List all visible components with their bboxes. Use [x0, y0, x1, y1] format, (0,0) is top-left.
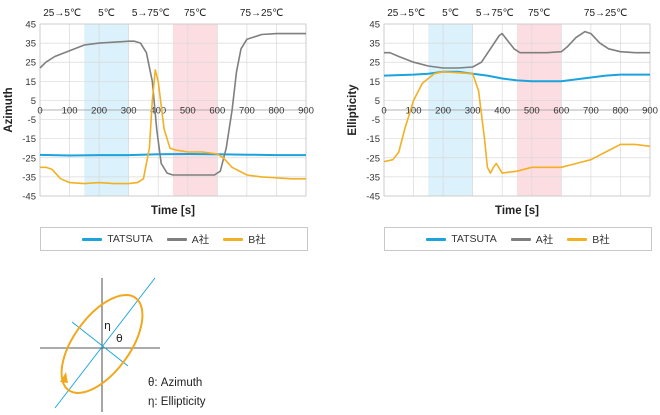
y-tick-label: -25	[22, 153, 36, 164]
legend-item-tatsuta: TATSUTA	[82, 233, 153, 245]
legend-item-b-company: B社	[567, 232, 610, 247]
phase-label: 75℃	[528, 8, 550, 19]
legend-swatch-tatsuta	[426, 237, 447, 241]
y-tick-label: -45	[366, 192, 380, 203]
series-line-b-company	[40, 69, 306, 185]
y-tick-label: -15	[366, 134, 380, 145]
x-axis-title: Time [s]	[495, 205, 539, 217]
y-axis-title: Azimuth	[3, 87, 15, 132]
phase-label: 5℃	[442, 8, 459, 19]
legend-swatch-a-company	[166, 237, 187, 241]
x-tick-label: 800	[269, 106, 285, 117]
y-axis-title: Ellipticity	[347, 84, 359, 136]
y-tick-label: 5	[31, 96, 36, 107]
y-tick-label: 25	[369, 58, 380, 69]
legend-label: A社	[535, 233, 554, 246]
y-tick-label: -35	[366, 172, 380, 183]
polarization-diagram: η θ	[40, 277, 160, 412]
x-tick-label: 900	[642, 106, 658, 117]
y-tick-label: -5	[28, 115, 36, 126]
y-tick-label: -45	[22, 192, 36, 203]
x-tick-label: 400	[150, 106, 166, 117]
x-tick-label: 700	[239, 106, 255, 117]
y-tick-label: 45	[369, 20, 380, 31]
x-tick-label: 300	[121, 106, 137, 117]
legend-swatch-b-company	[567, 237, 588, 241]
y-tick-label: -35	[22, 172, 36, 183]
y-tick-label: 35	[369, 39, 380, 50]
legend-item-b-company: B社	[223, 232, 266, 247]
y-tick-label: -5	[372, 115, 380, 126]
legend-label: A社	[191, 233, 210, 246]
phase-label: 5→75℃	[132, 8, 170, 19]
phase-label: 75→25℃	[240, 8, 283, 19]
x-tick-label: 100	[406, 106, 422, 117]
phase-label: 5→75℃	[476, 8, 514, 19]
legend-item-tatsuta: TATSUTA	[426, 233, 497, 245]
rotation-arrow-icon	[60, 372, 68, 383]
phase-label: 75→25℃	[584, 8, 627, 19]
series-line-b-company	[383, 71, 651, 174]
x-tick-label: 0	[37, 106, 42, 117]
legend-item-a-company: A社	[510, 232, 554, 247]
note-theta: θ: Azimuth	[148, 377, 203, 389]
eta-symbol: η	[104, 319, 111, 332]
y-tick-label: 15	[369, 77, 380, 88]
legend-label: B社	[592, 233, 610, 246]
polarization-ellipse	[60, 294, 144, 394]
x-tick-label: 200	[435, 106, 451, 117]
x-tick-label: 700	[583, 106, 599, 117]
legend-label: B社	[248, 233, 266, 246]
legend-swatch-a-company	[510, 237, 531, 241]
legend-azimuth: TATSUTA A社 B社	[40, 227, 308, 251]
ellipticity-chart: 25→5℃ 5℃ 5→75℃ 75℃ 75→25℃ 45 35 25 15 5 -5 -15 -25 -3…	[347, 8, 658, 217]
x-tick-label: 0	[381, 106, 386, 117]
x-tick-label: 800	[613, 106, 629, 117]
legend-ellipticity: TATSUTA A社 B社	[384, 227, 652, 251]
y-tick-label: 5	[375, 96, 380, 107]
y-tick-label: 25	[25, 58, 36, 69]
x-tick-label: 500	[524, 106, 540, 117]
legend-label: TATSUTA	[451, 233, 497, 245]
x-tick-label: 100	[62, 106, 78, 117]
phase-label: 75℃	[184, 8, 206, 19]
x-tick-label: 300	[465, 106, 481, 117]
y-tick-label: -15	[22, 134, 36, 145]
x-tick-label: 500	[180, 106, 196, 117]
phase-label: 25→5℃	[43, 8, 81, 19]
x-tick-label: 200	[91, 106, 107, 117]
series-line-a-company	[384, 30, 650, 69]
x-tick-label: 600	[553, 106, 569, 117]
x-axis-title: Time [s]	[151, 205, 195, 217]
phase-label: 5℃	[98, 8, 115, 19]
x-tick-label: 900	[298, 106, 314, 117]
x-tick-label: 600	[209, 106, 225, 117]
legend-swatch-b-company	[223, 237, 244, 241]
y-tick-label: -25	[366, 153, 380, 164]
y-tick-label: 15	[25, 77, 36, 88]
legend-label: TATSUTA	[107, 233, 153, 245]
x-tick-label: 400	[494, 106, 510, 117]
note-eta: η: Ellipticity	[148, 396, 206, 408]
phase-label: 25→5℃	[387, 8, 425, 19]
series-line-tatsuta	[39, 153, 306, 157]
diagram-minor-axis	[71, 321, 129, 367]
legend-swatch-tatsuta	[82, 237, 103, 241]
y-tick-label: 35	[25, 39, 36, 50]
legend-item-a-company: A社	[166, 232, 210, 247]
series-line-a-company	[39, 32, 306, 176]
azimuth-chart: 25→5℃ 5℃ 5→75℃ 75℃ 75→25℃ 45 35 25 15 5 -5 -15 -25 -3…	[3, 8, 314, 217]
theta-symbol: θ	[116, 332, 123, 345]
y-tick-label: 45	[25, 20, 36, 31]
